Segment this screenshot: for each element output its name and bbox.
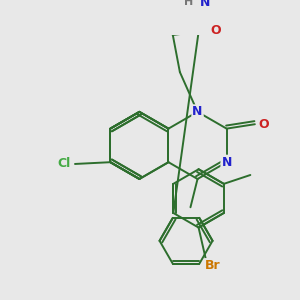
Text: O: O bbox=[258, 118, 269, 131]
Text: H: H bbox=[184, 0, 193, 7]
Text: N: N bbox=[221, 156, 232, 169]
Text: Br: Br bbox=[205, 259, 220, 272]
Text: O: O bbox=[210, 24, 220, 37]
Text: N: N bbox=[200, 0, 210, 9]
Text: N: N bbox=[192, 105, 203, 118]
Text: Cl: Cl bbox=[58, 158, 71, 170]
